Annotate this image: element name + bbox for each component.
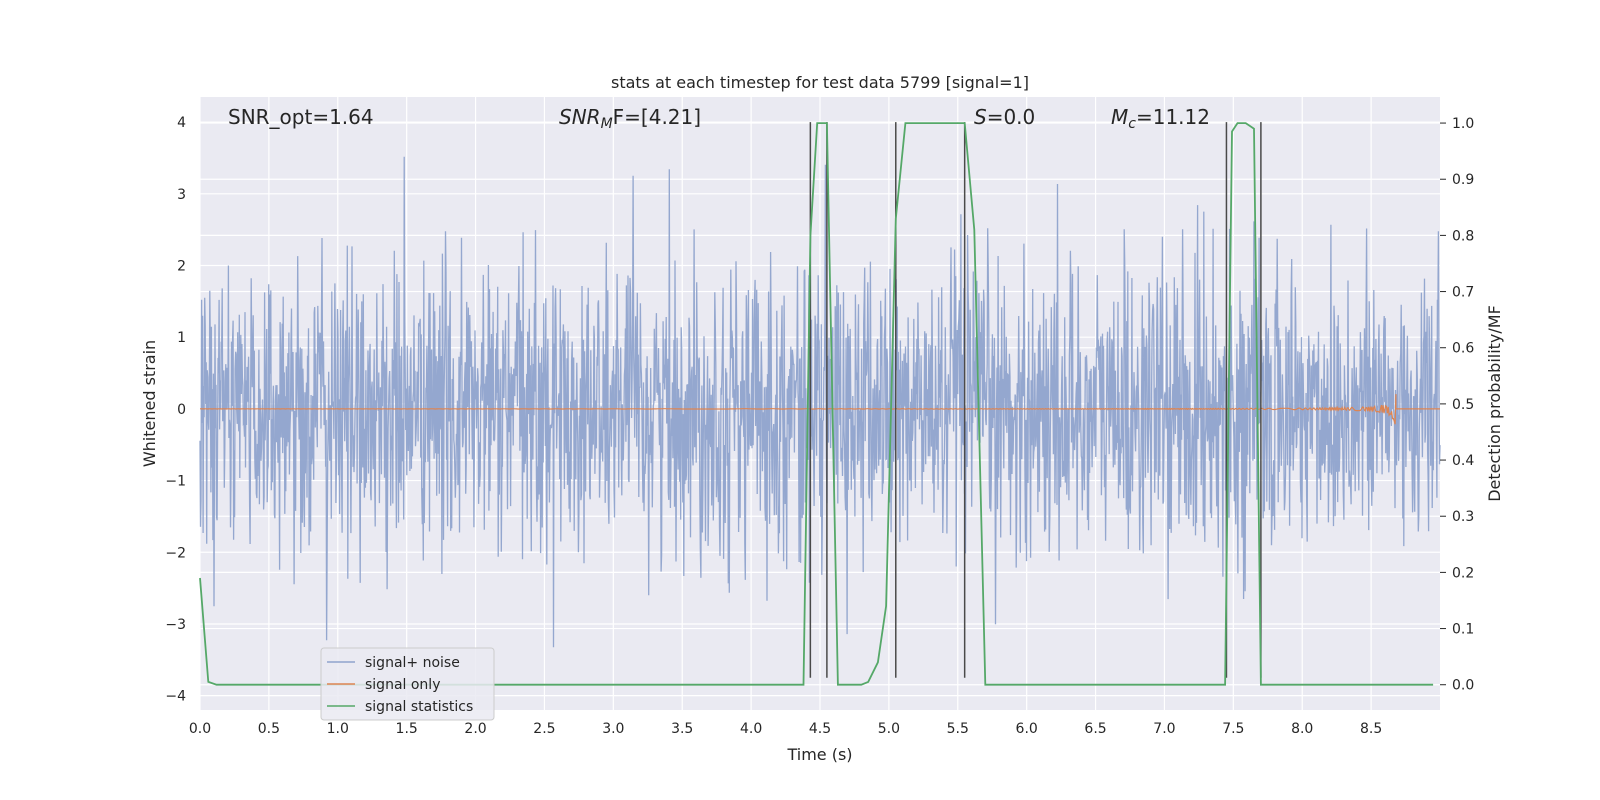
- x-tick-label: 6.5: [1084, 721, 1106, 737]
- x-tick-label: 8.5: [1360, 721, 1382, 737]
- y-left-tick-label: −2: [165, 545, 186, 561]
- x-tick-label: 1.5: [396, 721, 418, 737]
- signal-only-trace: [200, 394, 1440, 425]
- y-right-tick-label: 0.0: [1452, 678, 1474, 694]
- y-right-tick-label: 0.2: [1452, 565, 1474, 581]
- signal-statistics-trace: [199, 122, 1434, 686]
- y-right-tick-label: 0.6: [1452, 341, 1474, 357]
- y-left-tick-label: −1: [165, 474, 186, 490]
- legend-label-signal-statistics: signal statistics: [365, 699, 473, 715]
- annotation-mc-rest: =11.12: [1136, 105, 1210, 129]
- x-tick-label: 7.0: [1153, 721, 1175, 737]
- y-axis-label-left: Whitened strain: [140, 340, 159, 467]
- y-right-tick-label: 0.7: [1452, 285, 1474, 301]
- y-left-tick-labels: 4 3 2 1 0 −1 −2 −3 −4: [165, 115, 186, 705]
- x-tick-label: 7.5: [1222, 721, 1244, 737]
- y-left-tick-label: −3: [165, 617, 186, 633]
- y-right-tick-label: 1.0: [1452, 116, 1474, 132]
- signal-only-series: [200, 394, 1440, 425]
- x-tick-label: 0.0: [189, 721, 211, 737]
- y-right-tick-label: 0.5: [1452, 397, 1474, 413]
- y-left-tick-label: 3: [177, 187, 186, 203]
- x-tick-label: 2.0: [464, 721, 486, 737]
- annotation-snr-mf: SNRMF=[4.21]: [559, 105, 701, 132]
- x-tick-label: 3.0: [602, 721, 624, 737]
- legend-label-signal-only: signal only: [365, 677, 440, 693]
- y-right-tick-labels: 1.0 0.9 0.8 0.7 0.6 0.5 0.4 0.3 0.2 0.1 0.0: [1440, 116, 1474, 694]
- signal-statistics-series: [199, 122, 1434, 686]
- annotation-snr-mf-main: SNR: [559, 105, 601, 129]
- annotation-s-rest: =0.0: [987, 105, 1036, 129]
- x-tick-label: 3.5: [671, 721, 693, 737]
- legend-label-signal-noise: signal+ noise: [365, 655, 460, 671]
- x-tick-labels: 0.0 0.5 1.0 1.5 2.0 2.5 3.0 3.5 4.0 4.5 5.0 5.5 6.0 6…: [189, 721, 1382, 737]
- y-axis-label-right: Detection probability/MF: [1485, 305, 1504, 502]
- x-tick-label: 2.5: [533, 721, 555, 737]
- annotation-snr-mf-sub: M: [601, 116, 613, 132]
- y-right-tick-label: 0.9: [1452, 172, 1474, 188]
- x-tick-label: 0.5: [258, 721, 280, 737]
- y-right-tick-label: 0.8: [1452, 228, 1474, 244]
- y-left-tick-label: 0: [177, 402, 186, 418]
- y-left-tick-label: −4: [165, 689, 186, 705]
- x-tick-label: 5.5: [947, 721, 969, 737]
- annotation-snr-opt: SNR_opt=1.64: [228, 105, 374, 129]
- x-tick-label: 1.0: [327, 721, 349, 737]
- noise-series: [199, 156, 1441, 648]
- legend-box: [320, 647, 495, 721]
- annotation-mc-main: M: [1111, 105, 1128, 129]
- noise-trace: [199, 156, 1441, 648]
- annotation-mc: Mc=11.12: [1111, 105, 1210, 132]
- chart-title: stats at each timestep for test data 579…: [611, 73, 1029, 92]
- y-left-tick-label: 2: [177, 258, 186, 274]
- annotation-s-main: S: [974, 105, 987, 129]
- x-tick-label: 8.0: [1291, 721, 1313, 737]
- x-tick-label: 4.5: [809, 721, 831, 737]
- y-right-tick-label: 0.1: [1452, 622, 1474, 638]
- annotation-snr-mf-rest: F=[4.21]: [613, 105, 701, 129]
- y-right-tick-label: 0.3: [1452, 509, 1474, 525]
- x-tick-label: 6.0: [1016, 721, 1038, 737]
- x-axis-label: Time (s): [786, 745, 852, 764]
- x-tick-label: 4.0: [740, 721, 762, 737]
- annotation-s: S=0.0: [974, 105, 1035, 129]
- x-tick-label: 5.0: [878, 721, 900, 737]
- y-left-tick-label: 4: [177, 115, 186, 131]
- legend: signal+ noise signal only signal statist…: [320, 647, 495, 721]
- annotation-mc-sub: c: [1128, 116, 1136, 132]
- y-left-tick-label: 1: [177, 330, 186, 346]
- y-right-tick-label: 0.4: [1452, 453, 1474, 469]
